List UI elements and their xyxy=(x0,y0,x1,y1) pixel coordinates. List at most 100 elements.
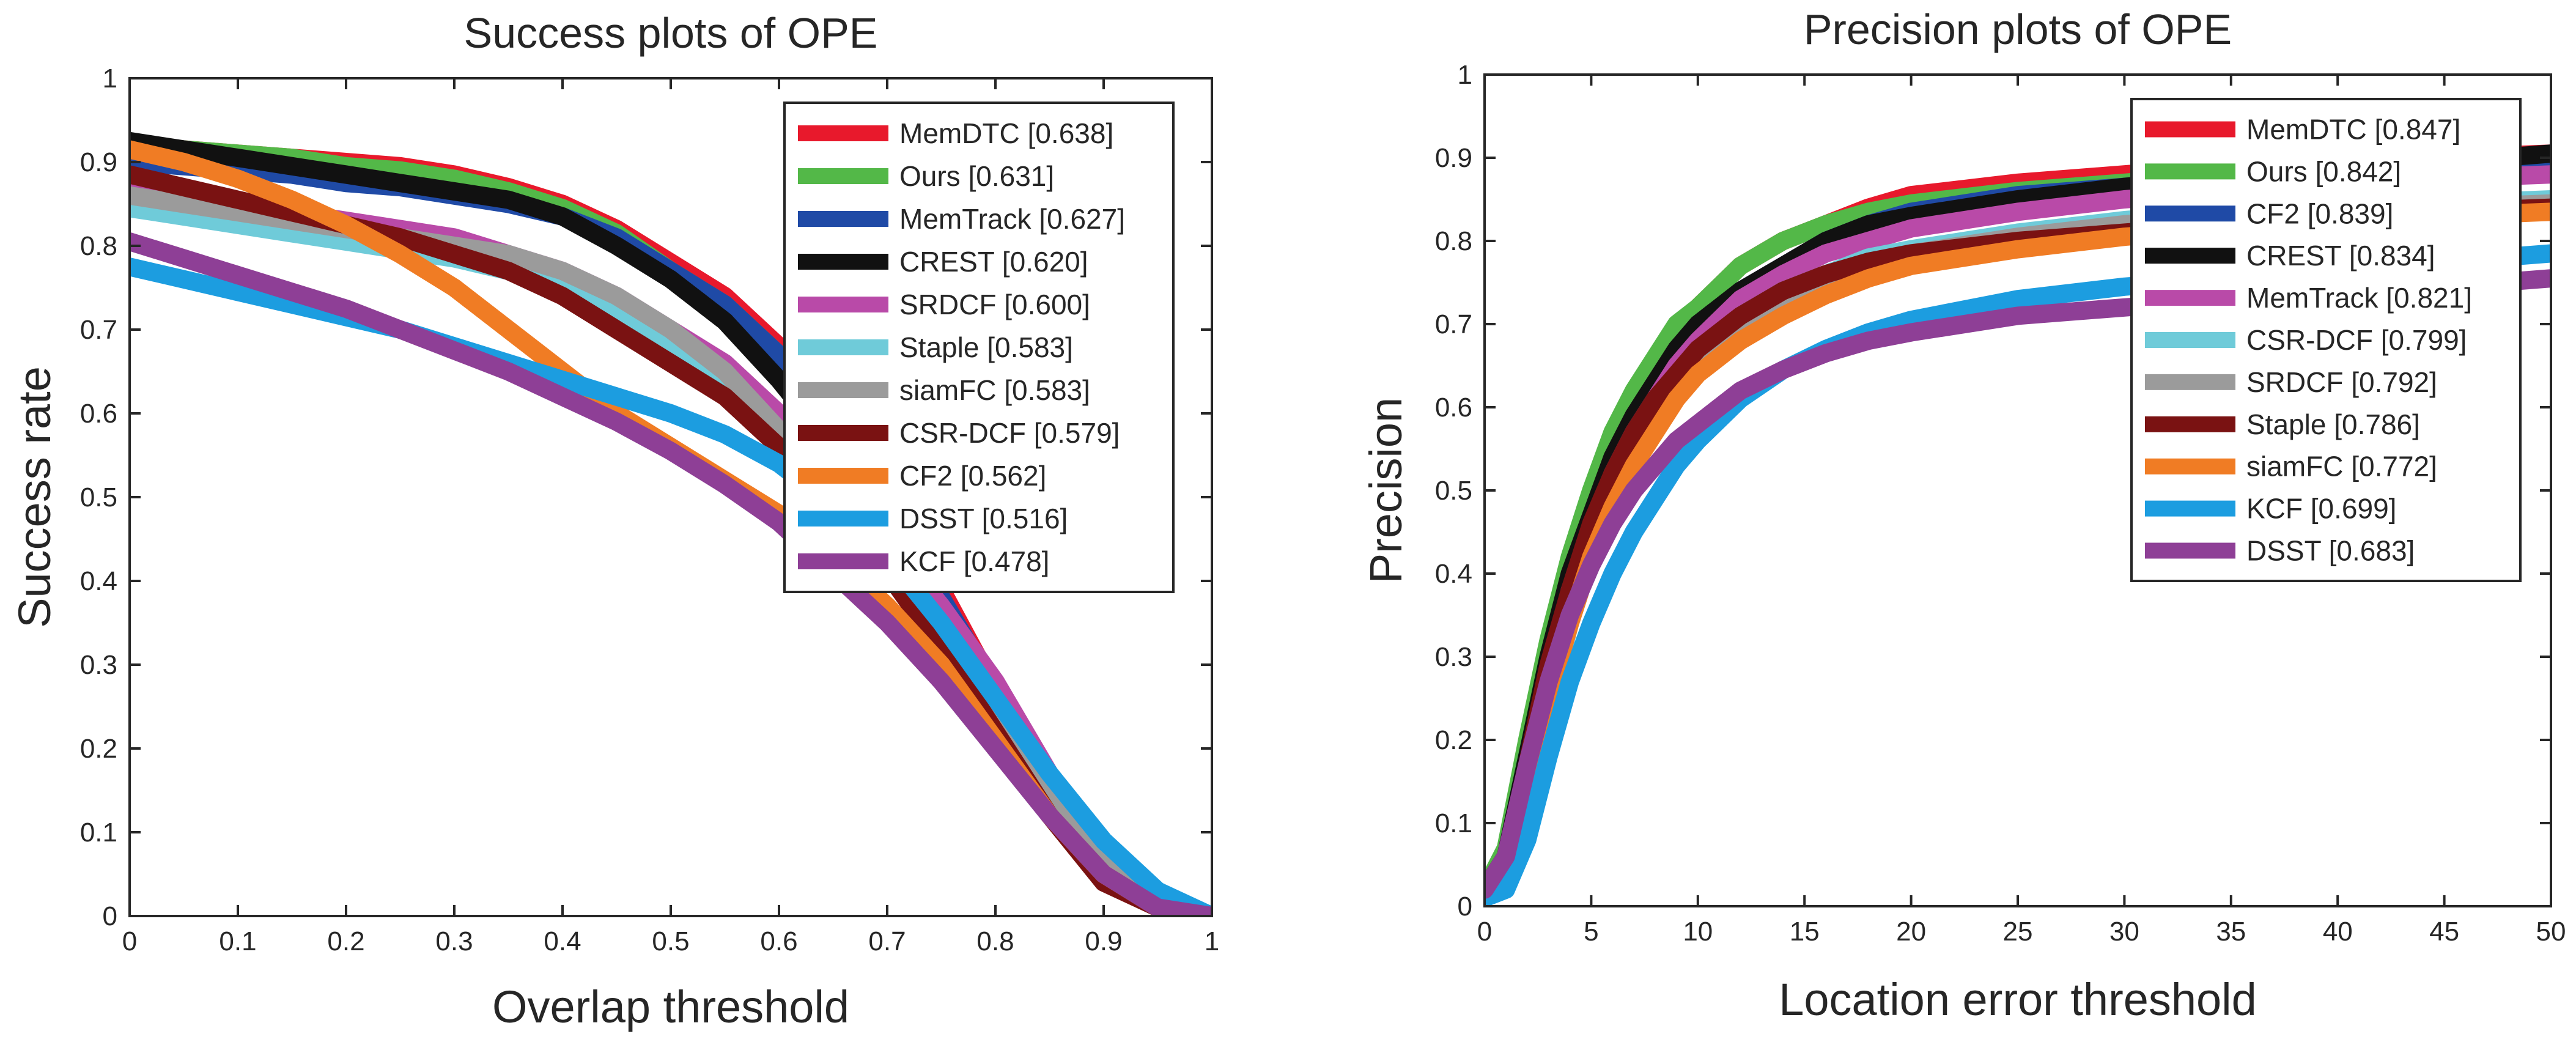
y-tick-label: 0 xyxy=(1458,892,1472,922)
legend-series-score: [0.799] xyxy=(2381,324,2467,356)
legend-label: CSR-DCF [0.799] xyxy=(2246,324,2467,356)
legend-series-name: SRDCF xyxy=(899,289,996,320)
x-tick-label: 45 xyxy=(2429,917,2459,947)
legend-item: CF2 [0.562] xyxy=(798,460,1046,492)
legend-series-name: CF2 xyxy=(2246,198,2300,229)
legend-series-score: [0.516] xyxy=(982,503,1068,534)
legend-series-name: DSST xyxy=(899,503,975,534)
legend-series-score: [0.627] xyxy=(1039,203,1125,235)
legend-label: DSST [0.683] xyxy=(2246,535,2415,567)
legend-series-score: [0.834] xyxy=(2349,240,2435,272)
x-tick-label: 5 xyxy=(1584,917,1598,947)
legend-item: KCF [0.478] xyxy=(798,545,1049,577)
legend-label: KCF [0.478] xyxy=(899,545,1049,577)
x-tick-label: 50 xyxy=(2536,917,2566,947)
legend-item: CSR-DCF [0.799] xyxy=(2145,324,2467,356)
x-tick-label: 1 xyxy=(1205,926,1219,956)
legend-series-score: [0.839] xyxy=(2308,198,2394,229)
legend-series-score: [0.699] xyxy=(2311,493,2397,525)
x-axis-label: Overlap threshold xyxy=(492,981,849,1032)
legend-label: CREST [0.834] xyxy=(2246,240,2435,272)
legend-label: CF2 [0.839] xyxy=(2246,198,2393,229)
y-axis-label: Precision xyxy=(1360,397,1411,583)
x-tick-label: 0.6 xyxy=(760,926,797,956)
y-tick-label: 0.5 xyxy=(80,482,117,512)
legend-label: Ours [0.631] xyxy=(899,160,1054,192)
legend-series-score: [0.478] xyxy=(964,545,1050,577)
legend-series-score: [0.631] xyxy=(968,160,1054,192)
legend-label: Staple [0.583] xyxy=(899,331,1073,363)
y-tick-label: 0.8 xyxy=(80,231,117,261)
legend-series-name: Ours xyxy=(2246,155,2308,187)
y-tick-label: 0.6 xyxy=(80,399,117,429)
legend-series-name: CSR-DCF xyxy=(899,417,1026,449)
legend-series-name: CF2 xyxy=(899,460,953,492)
chart-title: Precision plots of OPE xyxy=(1804,6,2232,53)
legend-item: MemTrack [0.627] xyxy=(798,203,1125,235)
legend-item: siamFC [0.772] xyxy=(2145,451,2437,482)
legend-item: DSST [0.516] xyxy=(798,503,1068,534)
x-tick-label: 35 xyxy=(2216,917,2246,947)
y-tick-label: 0.3 xyxy=(80,650,117,680)
legend-item: MemDTC [0.847] xyxy=(2145,113,2460,145)
legend-series-score: [0.638] xyxy=(1028,117,1114,149)
legend-item: CREST [0.620] xyxy=(798,246,1088,278)
x-tick-label: 0.3 xyxy=(435,926,473,956)
y-tick-label: 0.3 xyxy=(1435,642,1472,672)
y-tick-label: 0.4 xyxy=(80,566,117,596)
legend-series-name: MemTrack xyxy=(899,203,1032,235)
x-tick-label: 0 xyxy=(122,926,137,956)
legend-series-score: [0.583] xyxy=(987,331,1073,363)
x-tick-label: 0.7 xyxy=(868,926,906,956)
legend-series-score: [0.786] xyxy=(2334,408,2420,440)
x-tick-label: 10 xyxy=(1683,917,1713,947)
legend-series-name: Ours xyxy=(899,160,961,192)
y-tick-label: 0.5 xyxy=(1435,476,1472,506)
x-tick-label: 0.9 xyxy=(1085,926,1122,956)
x-tick-label: 0 xyxy=(1477,917,1492,947)
legend-item: KCF [0.699] xyxy=(2145,493,2396,525)
chart-title: Success plots of OPE xyxy=(464,9,878,57)
legend-label: MemTrack [0.821] xyxy=(2246,282,2472,314)
legend-label: siamFC [0.583] xyxy=(899,374,1090,406)
legend-label: CSR-DCF [0.579] xyxy=(899,417,1120,449)
legend-series-name: MemTrack xyxy=(2246,282,2379,314)
legend-series-score: [0.821] xyxy=(2386,282,2472,314)
x-tick-label: 25 xyxy=(2003,917,2033,947)
legend-item: Staple [0.583] xyxy=(798,331,1073,363)
y-tick-label: 0.4 xyxy=(1435,559,1472,589)
y-axis-label: Success rate xyxy=(9,366,60,628)
legend-series-name: DSST xyxy=(2246,535,2322,567)
legend-label: SRDCF [0.792] xyxy=(2246,366,2437,398)
y-tick-label: 0.7 xyxy=(1435,309,1472,339)
legend-item: Staple [0.786] xyxy=(2145,408,2420,440)
legend-label: SRDCF [0.600] xyxy=(899,289,1090,320)
legend-series-score: [0.847] xyxy=(2375,113,2461,145)
legend-series-score: [0.772] xyxy=(2351,451,2437,482)
legend-label: CF2 [0.562] xyxy=(899,460,1046,492)
y-tick-label: 0.6 xyxy=(1435,393,1472,423)
legend-item: siamFC [0.583] xyxy=(798,374,1090,406)
series-line-kcf xyxy=(130,232,1212,916)
legend-label: Staple [0.786] xyxy=(2246,408,2420,440)
legend-series-name: siamFC xyxy=(899,374,996,406)
legend-item: MemTrack [0.821] xyxy=(2145,282,2472,314)
series-line-dsst xyxy=(130,257,1212,916)
legend-item: CREST [0.834] xyxy=(2145,240,2435,272)
legend-item: SRDCF [0.792] xyxy=(2145,366,2437,398)
legend-series-score: [0.579] xyxy=(1034,417,1120,449)
legend-label: CREST [0.620] xyxy=(899,246,1088,278)
legend-item: CSR-DCF [0.579] xyxy=(798,417,1120,449)
legend-series-name: Staple xyxy=(899,331,979,363)
legend-item: SRDCF [0.600] xyxy=(798,289,1090,320)
legend-series-score: [0.842] xyxy=(2315,155,2401,187)
legend-series-name: KCF xyxy=(899,545,956,577)
x-tick-label: 0.4 xyxy=(544,926,581,956)
chart-1: Success plots of OPE 0 0.1 0.2 0.3 0.4 0.5 0.6 0… xyxy=(9,9,1219,1032)
x-tick-label: 40 xyxy=(2323,917,2353,947)
legend-series-score: [0.683] xyxy=(2329,535,2415,567)
y-tick-label: 0.2 xyxy=(1435,725,1472,755)
legend-label: MemDTC [0.847] xyxy=(2246,113,2460,145)
legend-label: DSST [0.516] xyxy=(899,503,1068,534)
